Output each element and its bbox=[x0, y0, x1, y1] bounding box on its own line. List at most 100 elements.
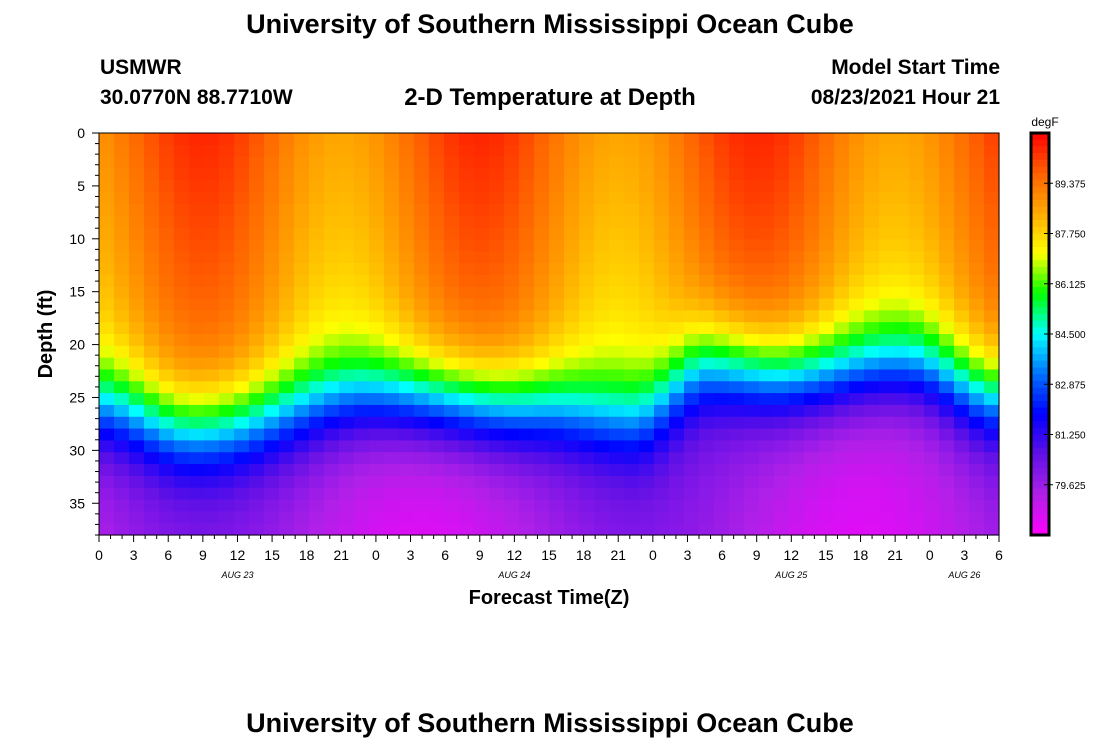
heatmap-cell bbox=[984, 416, 1000, 430]
heatmap-cell bbox=[774, 298, 790, 311]
heatmap-cell bbox=[534, 180, 550, 193]
heatmap-cell bbox=[204, 144, 220, 158]
heatmap-cell bbox=[174, 227, 190, 241]
heatmap-cell bbox=[114, 192, 130, 205]
heatmap-cell bbox=[924, 192, 940, 205]
heatmap-cell bbox=[414, 393, 430, 406]
heatmap-cell bbox=[894, 404, 910, 418]
heatmap-cell bbox=[969, 298, 985, 311]
heatmap-cell bbox=[564, 203, 580, 217]
heatmap-cell bbox=[969, 499, 985, 512]
heatmap-cell bbox=[759, 168, 775, 181]
heatmap-cell bbox=[504, 144, 520, 158]
heatmap-cell bbox=[579, 334, 595, 347]
heatmap-cell bbox=[774, 428, 790, 442]
heatmap-cell bbox=[354, 180, 370, 193]
heatmap-cell bbox=[609, 511, 625, 524]
heatmap-cell bbox=[144, 227, 160, 241]
heatmap-cell bbox=[219, 499, 235, 512]
heatmap-cell bbox=[264, 168, 280, 181]
heatmap-cell bbox=[639, 215, 655, 229]
heatmap-cell bbox=[174, 322, 190, 335]
heatmap-cell bbox=[639, 263, 655, 276]
heatmap-cell bbox=[654, 310, 670, 323]
heatmap-cell bbox=[759, 464, 775, 477]
heatmap-cell bbox=[129, 133, 145, 146]
heatmap-cell bbox=[954, 168, 970, 181]
heatmap-cell bbox=[984, 322, 1000, 335]
heatmap-cell bbox=[879, 523, 895, 536]
heatmap-cell bbox=[114, 511, 130, 524]
heatmap-cell bbox=[624, 180, 640, 193]
heatmap-cell bbox=[864, 274, 880, 288]
heatmap-cell bbox=[699, 239, 715, 252]
heatmap-cell bbox=[789, 381, 805, 394]
heatmap-cell bbox=[279, 345, 295, 359]
colorbar-cell bbox=[1031, 267, 1049, 275]
heatmap-cell bbox=[684, 263, 700, 276]
heatmap-cell bbox=[909, 144, 925, 158]
heatmap-cell bbox=[99, 215, 115, 229]
heatmap-cell bbox=[579, 156, 595, 170]
heatmap-cell bbox=[699, 345, 715, 359]
heatmap-cell bbox=[834, 475, 850, 489]
heatmap-cell bbox=[234, 416, 250, 430]
heatmap-cell bbox=[579, 298, 595, 311]
heatmap-cell bbox=[489, 310, 505, 323]
heatmap-cell bbox=[984, 499, 1000, 512]
heatmap-cell bbox=[624, 322, 640, 335]
heatmap-cell bbox=[699, 156, 715, 170]
heatmap-cell bbox=[594, 168, 610, 181]
heatmap-cell bbox=[189, 239, 205, 252]
colorbar-tick-label: 81.250 bbox=[1055, 431, 1086, 442]
heatmap-cell bbox=[744, 499, 760, 512]
heatmap-cell bbox=[189, 251, 205, 264]
heatmap-cell bbox=[279, 251, 295, 264]
heatmap-cell bbox=[399, 156, 415, 170]
heatmap-cell bbox=[129, 440, 145, 453]
heatmap-cell bbox=[99, 393, 115, 406]
heatmap-cell bbox=[294, 464, 310, 477]
heatmap-cell bbox=[129, 168, 145, 181]
heatmap-cell bbox=[534, 156, 550, 170]
heatmap-cell bbox=[519, 440, 535, 453]
heatmap-cell bbox=[474, 357, 490, 371]
heatmap-cell bbox=[279, 357, 295, 371]
heatmap-cell bbox=[849, 298, 865, 311]
heatmap-cell bbox=[264, 180, 280, 193]
heatmap-cell bbox=[264, 499, 280, 512]
heatmap-cell bbox=[189, 369, 205, 382]
heatmap-cell bbox=[564, 263, 580, 276]
heatmap-cell bbox=[429, 452, 445, 465]
heatmap-cell bbox=[399, 203, 415, 217]
heatmap-cell bbox=[789, 298, 805, 311]
heatmap-cell bbox=[399, 357, 415, 371]
heatmap-cell bbox=[789, 168, 805, 181]
heatmap-cell bbox=[969, 428, 985, 442]
heatmap-cell bbox=[579, 393, 595, 406]
x-tick-label: 15 bbox=[541, 547, 557, 563]
heatmap-cell bbox=[564, 274, 580, 288]
heatmap-cell bbox=[294, 203, 310, 217]
heatmap-cell bbox=[489, 144, 505, 158]
heatmap-cell bbox=[984, 133, 1000, 146]
heatmap-cell bbox=[909, 192, 925, 205]
heatmap-cell bbox=[399, 180, 415, 193]
heatmap-cell bbox=[849, 487, 865, 501]
heatmap-cell bbox=[549, 298, 565, 311]
heatmap-cell bbox=[279, 215, 295, 229]
heatmap-cell bbox=[759, 475, 775, 489]
heatmap-cell bbox=[249, 475, 265, 489]
heatmap-cell bbox=[399, 487, 415, 501]
heatmap-cell bbox=[309, 298, 325, 311]
heatmap-cell bbox=[114, 227, 130, 241]
heatmap-cell bbox=[744, 381, 760, 394]
heatmap-cell bbox=[309, 251, 325, 264]
heatmap-cell bbox=[234, 133, 250, 146]
heatmap-cell bbox=[609, 274, 625, 288]
heatmap-cell bbox=[444, 298, 460, 311]
heatmap-cell bbox=[579, 133, 595, 146]
heatmap-cell bbox=[219, 156, 235, 170]
heatmap-cell bbox=[189, 156, 205, 170]
heatmap-cell bbox=[219, 393, 235, 406]
